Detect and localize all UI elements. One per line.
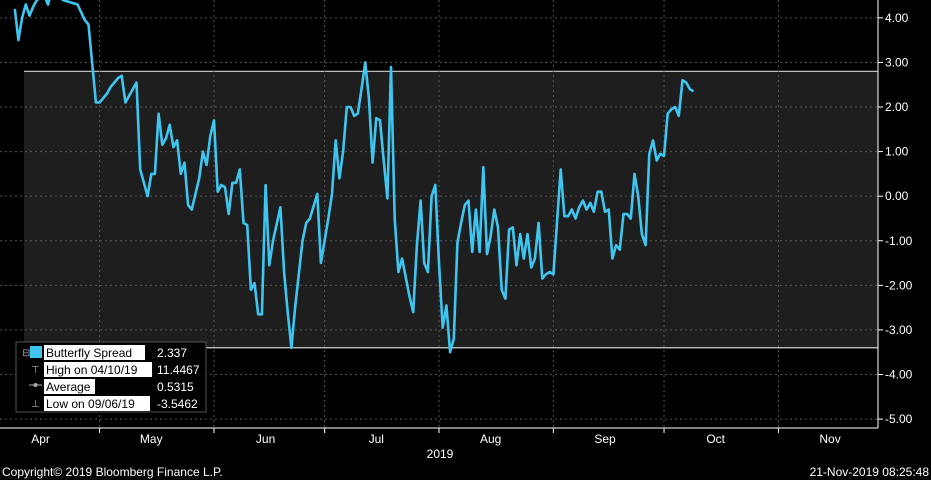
x-tick-label: Aug — [480, 432, 501, 446]
average-marker-dot — [33, 383, 38, 387]
y-tick-label: 4.00 — [885, 11, 909, 25]
legend-value-0: 2.337 — [157, 346, 187, 360]
year-label: 2019 — [427, 447, 454, 461]
y-tick-label: -4.00 — [885, 368, 913, 382]
low-marker-icon: ⊥ — [31, 399, 40, 410]
copyright-text: Copyright© 2019 Bloomberg Finance L.P. — [2, 465, 223, 479]
y-tick-label: 1.00 — [885, 145, 909, 159]
legend-series-swatch — [30, 346, 42, 358]
legend-value-3: -3.5462 — [157, 397, 198, 411]
legend-label-1: High on 04/10/19 — [46, 363, 138, 377]
x-tick-label: Nov — [819, 432, 840, 446]
legend-value-1: 11.4467 — [157, 363, 200, 377]
y-tick-label: -2.00 — [885, 278, 913, 292]
y-tick-label: -5.00 — [885, 412, 913, 426]
legend-label-bg-2 — [44, 379, 95, 394]
high-low-band — [24, 71, 878, 348]
y-tick-label: 3.00 — [885, 55, 909, 69]
x-tick-label: May — [140, 432, 163, 446]
x-tick-label: Jul — [369, 432, 384, 446]
legend-value-2: 0.5315 — [157, 380, 194, 394]
x-tick-label: Jun — [256, 432, 275, 446]
y-tick-label: -1.00 — [885, 234, 913, 248]
high-marker-icon: ⊤ — [31, 365, 40, 376]
y-tick-label: 0.00 — [885, 189, 909, 203]
x-tick-label: Sep — [594, 432, 616, 446]
legend-label-0: Butterfly Spread — [46, 346, 132, 360]
y-tick-label: 2.00 — [885, 100, 909, 114]
legend-label-3: Low on 09/06/19 — [46, 397, 135, 411]
legend-label-bg-1 — [44, 362, 152, 377]
timestamp-text: 21-Nov-2019 08:25:48 — [810, 465, 930, 479]
series-line-butterfly-spread — [13, 0, 695, 354]
legend-label-2: Average — [46, 380, 91, 394]
x-tick-label: Oct — [706, 432, 725, 446]
legend: ⊟ Butterfly Spread 2.337 ⊤ High on 04/10… — [15, 341, 207, 413]
legend-collapse-icon[interactable]: ⊟ — [22, 348, 30, 359]
legend-label-bg-0 — [44, 345, 145, 360]
x-tick-label: Apr — [31, 432, 50, 446]
legend-label-bg-3 — [44, 396, 150, 411]
y-tick-label: -3.00 — [885, 323, 913, 337]
